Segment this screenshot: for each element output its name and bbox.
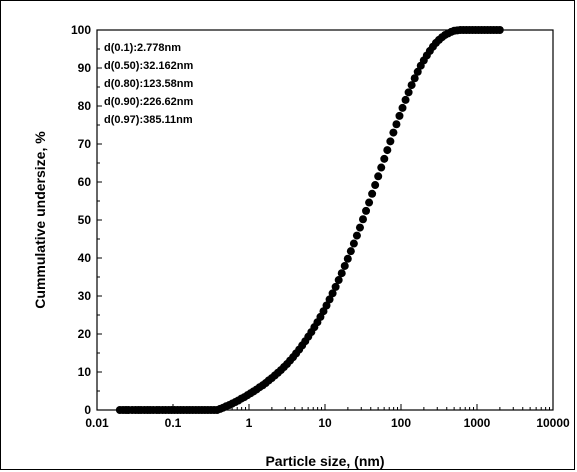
x-tick-label: 10 <box>318 416 332 430</box>
percentile-annotation: d(0.80):123.58nm <box>104 78 193 90</box>
y-axis-label: Cummulative undersize, % <box>32 131 48 309</box>
data-point <box>362 206 371 215</box>
percentile-annotation: d(0.90):226.62nm <box>104 96 193 108</box>
y-tick-label: 60 <box>78 175 92 189</box>
data-point <box>371 181 380 190</box>
data-point <box>374 172 383 181</box>
data-point <box>340 261 349 270</box>
data-point <box>380 154 389 163</box>
percentile-annotation: d(0.50):32.162nm <box>104 60 193 72</box>
x-tick-label: 0.1 <box>165 416 182 430</box>
data-point <box>368 189 377 198</box>
data-point <box>404 88 413 97</box>
x-tick-label: 1000 <box>464 416 491 430</box>
data-point <box>410 74 419 83</box>
y-tick-label: 50 <box>78 213 92 227</box>
data-point <box>334 276 343 285</box>
data-point <box>401 95 410 104</box>
data-point <box>331 282 340 291</box>
y-tick-label: 80 <box>78 99 92 113</box>
x-tick-label: 1 <box>246 416 253 430</box>
data-point <box>365 198 374 207</box>
data-point <box>386 137 395 146</box>
data-point <box>322 301 331 310</box>
data-point <box>398 103 407 112</box>
y-tick-label: 20 <box>78 327 92 341</box>
x-tick-label: 10000 <box>536 416 570 430</box>
data-point <box>355 223 364 232</box>
data-point <box>407 81 416 90</box>
data-point <box>392 120 401 129</box>
annotation-block: d(0.1):2.778nm d(0.50):32.162nm d(0.80):12… <box>104 42 193 126</box>
x-tick-label: 0.01 <box>85 416 109 430</box>
data-point <box>358 215 367 224</box>
data-point <box>346 247 355 256</box>
data-point <box>337 269 346 278</box>
data-point <box>349 239 358 248</box>
data-point <box>383 146 392 155</box>
x-tick-label: 100 <box>391 416 411 430</box>
x-axis: 0.01 0.1 1 10 100 1000 10000 <box>85 404 570 430</box>
y-tick-label: 30 <box>78 289 92 303</box>
y-tick-label: 40 <box>78 251 92 265</box>
data-point <box>352 231 361 240</box>
data-point <box>377 163 386 172</box>
data-point <box>395 111 404 120</box>
y-tick-label: 90 <box>78 61 92 75</box>
data-point <box>343 254 352 263</box>
data-point <box>328 289 337 298</box>
y-tick-label: 70 <box>78 137 92 151</box>
data-point <box>495 26 504 34</box>
y-tick-label: 100 <box>71 23 91 37</box>
percentile-annotation: d(0.97):385.11nm <box>104 114 193 126</box>
data-point <box>413 67 422 76</box>
y-tick-label: 0 <box>84 403 91 417</box>
y-tick-label: 10 <box>78 365 92 379</box>
percentile-annotation: d(0.1):2.778nm <box>104 42 181 54</box>
data-point <box>389 128 398 137</box>
x-axis-label: Particle size, (nm) <box>265 453 384 469</box>
data-point <box>325 295 334 304</box>
data-series <box>115 26 504 414</box>
y-axis: 0 10 20 30 40 50 60 70 80 90 100 <box>71 23 102 417</box>
